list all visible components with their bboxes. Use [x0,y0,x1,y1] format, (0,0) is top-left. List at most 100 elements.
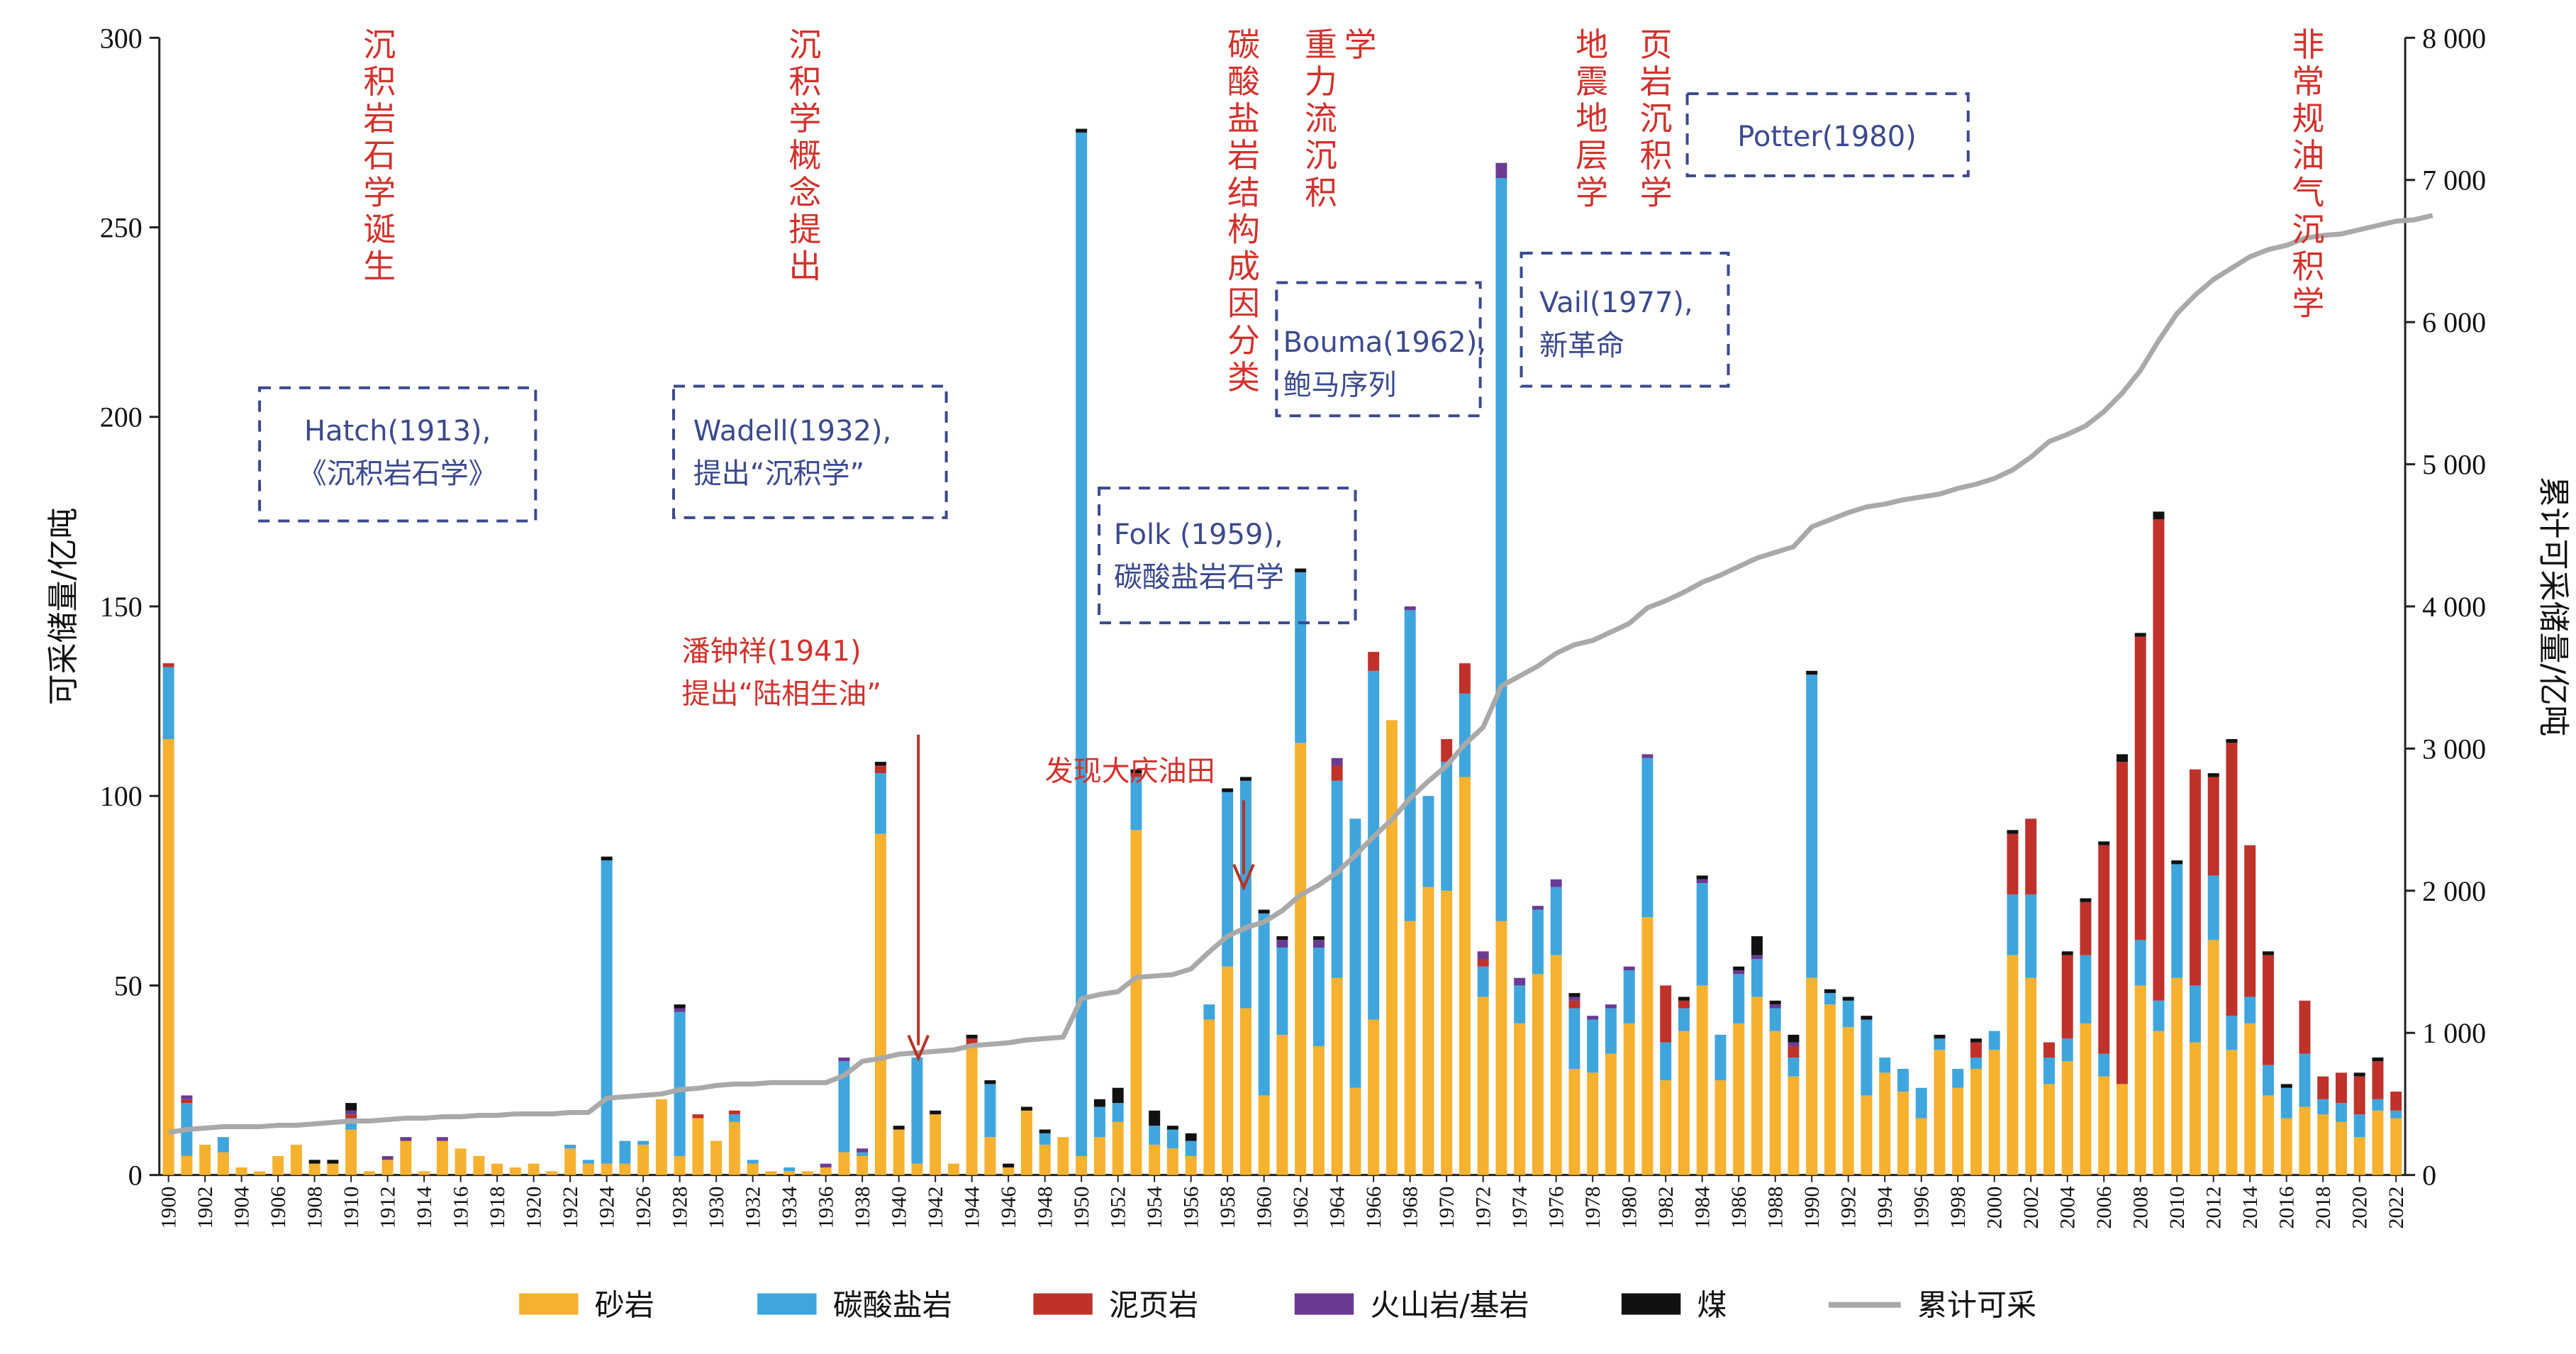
x-tick-label: 1926 [632,1187,655,1229]
x-tick-label: 1928 [669,1187,692,1229]
bar-shale [1660,985,1672,1043]
bar-coal [966,1034,978,1039]
y-tick-label-right: 0 [2422,1160,2436,1192]
bar-sandstone [2189,1042,2201,1175]
bar-coal [1258,909,1270,914]
bar-volcanic [1532,906,1544,910]
bar-coal [601,856,613,861]
x-tick-label: 2022 [2385,1187,2408,1229]
y-tick-label-left: 200 [100,401,143,433]
bar-sandstone [254,1171,266,1175]
x-tick-label: 1998 [1946,1187,1970,1229]
bar-carbonate [1495,178,1507,921]
bar-carbonate [2390,1110,2402,1119]
bar-shale [1678,1000,1690,1009]
box-text-line: Potter(1980) [1737,121,1917,153]
y-tick-label-right: 5 000 [2422,449,2486,481]
bar-carbonate [1130,777,1142,831]
bar-coal [2007,830,2019,834]
annotation-char: 积 [1305,173,1337,211]
bar-sandstone [893,1129,905,1175]
bar-coal [1020,1106,1032,1111]
x-tick-label: 1994 [1873,1187,1897,1229]
annotation-char: 结 [1227,173,1260,211]
bar-coal [1312,936,1325,940]
legend-label: 碳酸盐岩 [833,1288,952,1323]
x-tick-label: 2010 [2165,1187,2189,1229]
bar-carbonate [1422,796,1434,887]
bar-carbonate [1349,818,1361,1088]
bar-carbonate [1258,913,1270,1096]
bar-shale [1788,1045,1800,1058]
x-tick-label: 1982 [1654,1187,1678,1229]
bar-volcanic [1769,1004,1781,1009]
annotation-char: 盐 [1227,99,1260,138]
bar-carbonate [1112,1103,1124,1122]
annotation-char: 成 [1227,248,1260,286]
bar-carbonate [784,1167,796,1172]
bar-volcanic [345,1110,357,1115]
bar-sandstone [1385,720,1398,1175]
dashed-box [1098,487,1357,625]
annotation-char: 规 [2292,99,2324,138]
bar-coal [1824,989,1836,994]
bar-carbonate [838,1061,850,1153]
bar-sandstone [381,1160,394,1175]
bar-shale [2335,1072,2347,1104]
x-tick-label: 1914 [413,1187,436,1229]
x-tick-label: 1976 [1545,1187,1568,1229]
y-tick-label-right: 4 000 [2422,591,2486,623]
y-tick-label-left: 250 [100,212,143,244]
x-tick-label: 1968 [1399,1187,1422,1229]
legend-swatch [1621,1293,1681,1315]
bar-carbonate [1331,780,1343,978]
bar-coal [308,1160,320,1164]
annotation-char: 因 [1227,284,1260,323]
x-tick-label: 2008 [2129,1187,2153,1229]
x-tick-label: 1906 [267,1187,290,1229]
bar-carbonate [1988,1031,2000,1050]
bar-carbonate [1751,959,1763,997]
bar-volcanic [436,1137,448,1141]
bar-carbonate [1295,572,1307,743]
dashed-box [1520,251,1730,388]
annotation-char: 学 [1640,173,1673,211]
annotation-char: 出 [788,248,821,286]
bar-sandstone [1149,1144,1161,1175]
bar-coal [345,1103,357,1111]
x-tick-label: 1990 [1800,1187,1824,1229]
x-tick-label: 1942 [924,1187,947,1229]
bar-volcanic [820,1163,832,1167]
annotation-char: 震 [1576,62,1608,101]
x-tick-label: 1902 [194,1187,217,1229]
x-tick-label: 1964 [1326,1187,1349,1229]
bar-sandstone [2025,977,2037,1175]
bar-sandstone [1897,1092,1909,1175]
bar-carbonate [2134,940,2146,986]
bar-carbonate [1623,970,1635,1023]
dashed-box [671,384,948,519]
annotation-char: 沉 [1640,99,1673,138]
annotation-char: 类 [1227,358,1260,396]
bar-sandstone [1368,1019,1380,1175]
bar-shale [2080,901,2092,955]
bar-sandstone [1861,1095,1873,1175]
bar-sandstone [1587,1072,1599,1175]
x-tick-label: 1930 [705,1187,728,1229]
bar-sandstone [582,1163,594,1175]
bar-sandstone [2116,1084,2128,1175]
bar-sandstone [1568,1069,1580,1175]
bar-carbonate [2153,1000,2165,1031]
legend-item-sandstone: 砂岩 [519,1288,654,1323]
annotation-char: 力 [1305,62,1337,101]
bar-sandstone [1532,974,1544,1175]
bar-shale [2299,1000,2311,1054]
bar-shale [1477,959,1489,967]
bar-volcanic [838,1057,850,1062]
x-tick-label: 1960 [1253,1187,1276,1229]
x-tick-label: 1980 [1618,1187,1641,1229]
bar-sandstone [984,1137,996,1175]
bar-sandstone [455,1148,467,1175]
bar-coal [1751,936,1763,955]
